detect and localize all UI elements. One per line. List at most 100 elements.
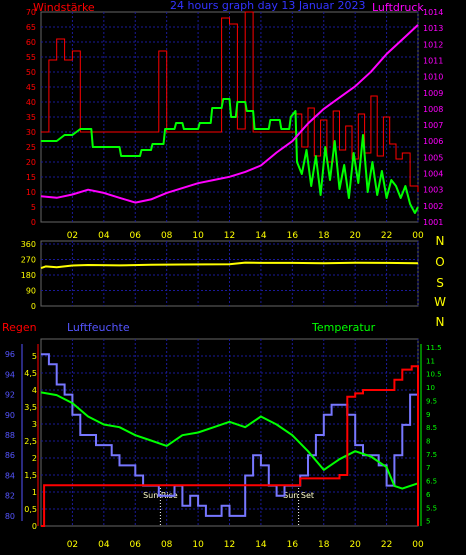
wind-axis-title: Windstärke xyxy=(33,1,95,14)
humidity-tick-label: 86 xyxy=(5,451,15,460)
wind-tick-label: 50 xyxy=(26,68,36,77)
direction-tick-label: 360 xyxy=(21,240,36,249)
x-tick-label: 06 xyxy=(130,231,142,241)
compass-label: W xyxy=(434,295,446,309)
temperature-tick-label: 11 xyxy=(426,357,435,365)
rain-tick-label: 2 xyxy=(32,454,37,463)
rain-tick-label: 1 xyxy=(32,488,37,497)
temperature-tick-label: 5.5 xyxy=(426,504,437,512)
pressure-tick-label: 1010 xyxy=(423,73,443,82)
x-tick-label: 02 xyxy=(67,540,78,550)
x-tick-label: 12 xyxy=(224,540,235,550)
rain-tick-label: 0 xyxy=(32,522,37,531)
wind-tick-label: 40 xyxy=(26,98,36,107)
temperature-tick-label: 10.5 xyxy=(426,371,442,379)
rain-axis-title: Regen xyxy=(2,321,37,334)
pressure-tick-label: 1011 xyxy=(423,56,443,65)
temperature-tick-label: 11.5 xyxy=(426,344,442,352)
humidity-tick-label: 88 xyxy=(5,431,15,440)
rain-tick-label: 0,5 xyxy=(24,505,37,514)
wind-tick-label: 55 xyxy=(26,53,36,62)
humidity-line xyxy=(41,353,419,517)
x-tick-label: 02 xyxy=(67,231,78,241)
pressure-tick-label: 1012 xyxy=(423,40,443,49)
rain-tick-label: 4 xyxy=(32,386,37,395)
x-tick-label: 12 xyxy=(224,231,235,241)
x-tick-label: 04 xyxy=(98,231,110,241)
wind-speed-line xyxy=(41,98,419,214)
x-tick-label: 18 xyxy=(318,231,330,241)
series-layer: Sun Rise Sun Set xyxy=(40,11,419,527)
temperature-axis-title: Temperatur xyxy=(311,321,376,334)
x-tick-label: 16 xyxy=(287,540,299,550)
wind-tick-label: 0 xyxy=(31,218,36,227)
temperature-tick-label: 5 xyxy=(426,518,430,526)
wind-tick-label: 30 xyxy=(26,128,36,137)
x-tick-label: 14 xyxy=(255,540,267,550)
x-tick-label: 08 xyxy=(161,231,173,241)
x-tick-label: 10 xyxy=(192,231,204,241)
pressure-tick-label: 1003 xyxy=(423,186,443,195)
rain-tick-label: 5 xyxy=(32,352,37,361)
direction-tick-label: 270 xyxy=(21,256,36,265)
temperature-tick-label: 9.5 xyxy=(426,397,437,405)
rain-tick-label: 1,5 xyxy=(24,471,37,480)
compass-label: O xyxy=(435,255,444,269)
axis-layer: 0510152025303540455055606570100110021003… xyxy=(5,8,446,550)
pressure-tick-label: 1002 xyxy=(423,202,443,211)
compass-label: S xyxy=(436,276,444,290)
rain-tick-label: 3 xyxy=(32,420,37,429)
wind-tick-label: 5 xyxy=(31,203,36,212)
x-tick-label: 14 xyxy=(255,231,267,241)
x-tick-label: 00 xyxy=(412,231,424,241)
pressure-tick-label: 1004 xyxy=(423,170,443,179)
temperature-tick-label: 6.5 xyxy=(426,478,437,486)
direction-tick-label: 90 xyxy=(26,287,36,296)
chart-title: 24 hours graph day 13 Januar 2023 xyxy=(170,0,366,12)
x-tick-label: 22 xyxy=(381,231,392,241)
x-tick-label: 06 xyxy=(130,540,142,550)
temperature-tick-label: 7.5 xyxy=(426,451,437,459)
humidity-tick-label: 92 xyxy=(5,391,15,400)
x-tick-label: 00 xyxy=(412,540,424,550)
pressure-tick-label: 1007 xyxy=(423,121,443,130)
wind-direction-line xyxy=(40,261,419,270)
x-tick-label: 20 xyxy=(349,231,361,241)
humidity-tick-label: 96 xyxy=(5,350,15,359)
compass-label: N xyxy=(436,315,445,329)
humidity-tick-label: 94 xyxy=(5,370,15,379)
pressure-tick-label: 1014 xyxy=(423,8,443,17)
temperature-line xyxy=(40,391,419,490)
pressure-line xyxy=(40,24,419,204)
pressure-tick-label: 1006 xyxy=(423,137,443,146)
temperature-tick-label: 7 xyxy=(426,464,430,472)
pressure-axis-title: Luftdruck xyxy=(372,1,424,14)
x-tick-label: 18 xyxy=(318,540,330,550)
compass-label: N xyxy=(436,234,445,248)
pressure-tick-label: 1009 xyxy=(423,89,443,98)
pressure-tick-label: 1013 xyxy=(423,24,443,33)
temperature-tick-label: 10 xyxy=(426,384,435,392)
x-tick-label: 04 xyxy=(98,540,110,550)
rain-tick-label: 2,5 xyxy=(24,437,37,446)
x-tick-label: 22 xyxy=(381,540,392,550)
temperature-tick-label: 6 xyxy=(426,491,431,499)
rain-tick-label: 3,5 xyxy=(24,403,37,412)
wind-tick-label: 45 xyxy=(26,83,36,92)
gust-line xyxy=(41,11,419,192)
wind-tick-label: 10 xyxy=(26,188,36,197)
humidity-tick-label: 90 xyxy=(5,411,15,420)
rain-line xyxy=(41,365,419,527)
humidity-tick-label: 84 xyxy=(5,471,15,480)
wind-tick-label: 35 xyxy=(26,113,36,122)
pressure-tick-label: 1008 xyxy=(423,105,443,114)
wind-tick-label: 70 xyxy=(26,8,36,17)
humidity-axis-title: Luftfeuchte xyxy=(67,321,130,334)
temperature-tick-label: 8.5 xyxy=(426,424,437,432)
rain-tick-label: 4,5 xyxy=(24,369,37,378)
wind-tick-label: 25 xyxy=(26,143,36,152)
x-tick-label: 16 xyxy=(287,231,299,241)
direction-tick-label: 180 xyxy=(21,271,36,280)
wind-tick-label: 20 xyxy=(26,158,36,167)
